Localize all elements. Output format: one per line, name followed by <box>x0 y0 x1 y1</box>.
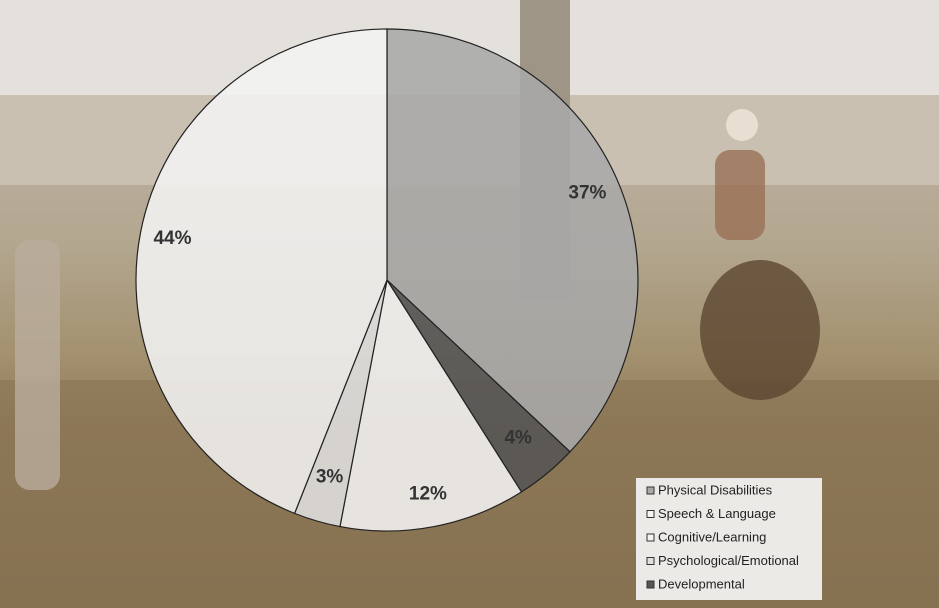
rider <box>715 150 765 240</box>
pony <box>700 260 820 400</box>
data-label: 3% <box>316 467 344 488</box>
legend-swatch <box>647 558 654 565</box>
instructor <box>15 240 60 490</box>
legend-label: Cognitive/Learning <box>658 529 766 544</box>
pie: 37% 4% 12% 3% 44% <box>136 29 638 531</box>
legend-label: Physical Disabilities <box>658 482 773 497</box>
helmet <box>726 109 758 141</box>
chart: 37% 4% 12% 3% 44% Physical Disabilities Speec… <box>0 0 939 608</box>
screenshot: 37% 4% 12% 3% 44% Physical Disabilities Speec… <box>0 0 939 608</box>
legend-label: Speech & Language <box>658 506 776 521</box>
legend-label: Psychological/Emotional <box>658 553 799 568</box>
legend-swatch <box>647 581 654 588</box>
legend-swatch <box>647 511 654 518</box>
data-label: 12% <box>409 484 447 505</box>
legend-label: Developmental <box>658 576 745 591</box>
data-label: 4% <box>504 428 532 449</box>
legend-swatch <box>647 534 654 541</box>
data-label: 44% <box>153 228 191 249</box>
legend: Physical Disabilities Speech & Language Co… <box>636 478 822 600</box>
data-label: 37% <box>568 182 606 203</box>
legend-swatch <box>647 487 654 494</box>
